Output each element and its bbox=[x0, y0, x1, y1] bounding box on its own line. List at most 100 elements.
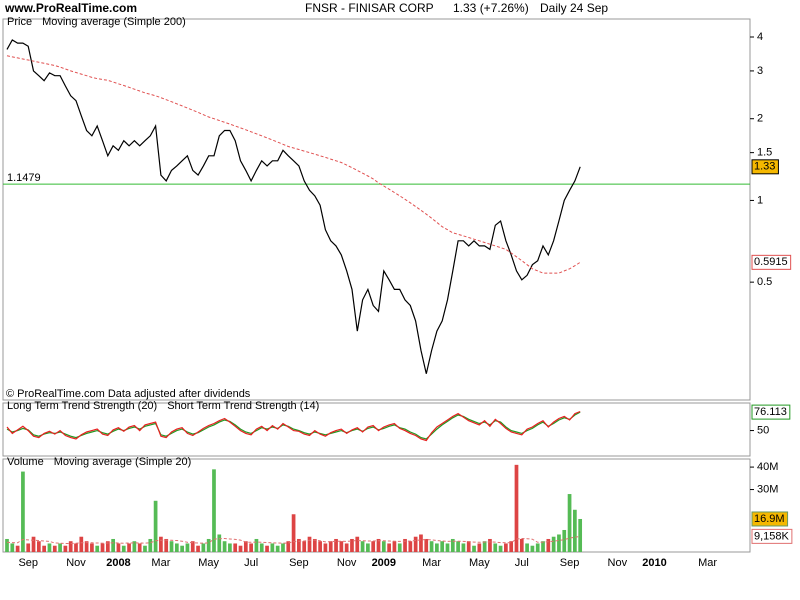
volume-bar bbox=[47, 543, 52, 552]
volume-bar bbox=[408, 541, 413, 552]
value-label: 9,158K bbox=[754, 530, 790, 542]
value-label: 16.9M bbox=[754, 513, 785, 525]
volume-bar bbox=[63, 545, 68, 552]
volume-bar bbox=[302, 541, 307, 552]
volume-bar bbox=[233, 543, 238, 552]
x-tick-label: 2010 bbox=[642, 557, 666, 569]
volume-bar bbox=[153, 500, 158, 552]
volume-bar bbox=[143, 545, 147, 552]
volume-bar bbox=[472, 545, 476, 552]
volume-bar bbox=[323, 543, 328, 552]
site: www.ProRealTime.com bbox=[4, 1, 137, 15]
value-label-box bbox=[751, 528, 793, 544]
panel bbox=[2, 402, 751, 457]
volume-bar bbox=[180, 545, 184, 552]
volume-bar bbox=[419, 534, 423, 552]
volume-bar bbox=[307, 536, 312, 552]
volume-bar bbox=[366, 543, 370, 552]
volume-bar bbox=[328, 541, 333, 552]
volume-bar bbox=[509, 541, 514, 552]
volume-bar bbox=[424, 538, 429, 552]
volume-bar bbox=[461, 543, 466, 552]
volume-bar bbox=[68, 541, 73, 552]
volume-bar bbox=[286, 541, 291, 552]
volume-bar bbox=[127, 543, 131, 552]
volume-bar bbox=[196, 545, 200, 552]
series-line bbox=[6, 535, 581, 544]
panel bbox=[2, 458, 751, 553]
volume-bar bbox=[116, 543, 121, 552]
volume-bar bbox=[52, 545, 57, 552]
volume-bar bbox=[15, 545, 20, 552]
volume-bar bbox=[562, 529, 567, 552]
volume-bar bbox=[174, 543, 179, 552]
legend-entry: Price bbox=[7, 16, 32, 28]
y-tick-label: 40M bbox=[757, 461, 778, 473]
volume-bar bbox=[259, 543, 264, 552]
volume-bar bbox=[392, 541, 397, 552]
volume-bar bbox=[541, 541, 545, 552]
value-label: 1.33 bbox=[754, 161, 775, 173]
value-label-box bbox=[751, 511, 789, 527]
volume-bar bbox=[344, 543, 349, 552]
volume-bar bbox=[546, 538, 551, 552]
volume-bar bbox=[105, 541, 110, 552]
x-tick-label: Jul bbox=[244, 557, 258, 569]
volume-bar bbox=[318, 541, 322, 552]
volume-bar bbox=[201, 543, 206, 552]
y-tick-label: 2 bbox=[757, 113, 763, 125]
volume-bar bbox=[42, 545, 47, 552]
volume-bar bbox=[381, 541, 386, 552]
volume-bar bbox=[312, 538, 317, 552]
x-tick-label: May bbox=[469, 557, 490, 569]
x-tick-label: 2009 bbox=[372, 557, 396, 569]
volume-bar bbox=[79, 536, 84, 552]
volume-bar bbox=[159, 536, 163, 552]
volume-bar bbox=[360, 541, 365, 552]
volume-bar bbox=[254, 538, 259, 552]
volume-bar bbox=[355, 536, 360, 552]
volume-bar bbox=[567, 494, 572, 552]
volume-bar bbox=[111, 538, 116, 552]
volume-bar bbox=[190, 541, 195, 552]
x-tick-label: Jul bbox=[515, 557, 529, 569]
volume-bar bbox=[403, 538, 407, 552]
quote: 1.33 (+7.26%) bbox=[453, 1, 529, 15]
x-tick-label: May bbox=[198, 557, 219, 569]
volume-bar bbox=[551, 536, 556, 552]
volume-bar bbox=[435, 543, 439, 552]
legend-entry: Long Term Trend Strength (20) bbox=[7, 400, 157, 412]
x-tick-label: Mar bbox=[151, 557, 170, 569]
volume-bar bbox=[228, 543, 232, 552]
volume-bar bbox=[535, 543, 540, 552]
volume-bar bbox=[5, 538, 9, 552]
series-line bbox=[6, 410, 581, 442]
x-tick-label: Mar bbox=[698, 557, 717, 569]
y-tick-label: 1.5 bbox=[757, 147, 772, 159]
x-tick-label: Mar bbox=[422, 557, 441, 569]
volume-bar bbox=[440, 541, 445, 552]
y-tick-label: 4 bbox=[757, 31, 763, 43]
volume-bar bbox=[212, 469, 216, 552]
x-tick-label: 2008 bbox=[106, 557, 130, 569]
volume-bar bbox=[10, 543, 15, 552]
x-tick-label: Nov bbox=[608, 557, 628, 569]
volume-bar bbox=[498, 545, 503, 552]
volume-bar bbox=[445, 543, 450, 552]
volume-bar bbox=[339, 541, 344, 552]
volume-bar bbox=[429, 541, 434, 552]
volume-bar bbox=[243, 541, 248, 552]
volume-bar bbox=[238, 545, 243, 552]
x-tick-label: Sep bbox=[289, 557, 309, 569]
volume-bar bbox=[482, 541, 487, 552]
value-label-box bbox=[751, 254, 792, 270]
volume-bar bbox=[137, 543, 142, 552]
volume-bar bbox=[148, 538, 153, 552]
volume-bar bbox=[265, 545, 269, 552]
volume-bar bbox=[557, 534, 561, 552]
volume-bar bbox=[217, 534, 222, 552]
volume-bar bbox=[249, 543, 253, 552]
